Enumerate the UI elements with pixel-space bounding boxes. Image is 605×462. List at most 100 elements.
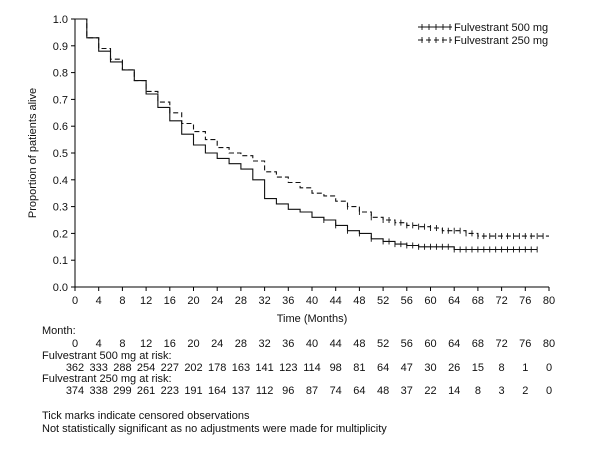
x-tick-label: 56	[401, 295, 413, 307]
x-tick-label: 80	[543, 295, 555, 307]
risk-value: 163	[232, 362, 250, 374]
risk-value: 87	[306, 385, 318, 397]
risk-month-value: 60	[424, 338, 436, 350]
risk-value: 0	[546, 385, 552, 397]
risk-month-value: 0	[72, 338, 78, 350]
risk-value: 48	[377, 385, 389, 397]
x-tick-label: 48	[353, 295, 365, 307]
x-tick-label: 32	[258, 295, 270, 307]
risk-row-label: Fulvestrant 500 mg at risk:	[42, 350, 172, 362]
axes: 0.00.10.20.30.40.50.60.70.80.91.00 4 8 12 16…	[27, 14, 555, 325]
footnotes: Tick marks indicate censored observation…	[42, 410, 387, 435]
risk-month-value: 56	[401, 338, 413, 350]
risk-month-value: 52	[377, 338, 389, 350]
x-tick-label: 28	[235, 295, 247, 307]
risk-value: 8	[475, 385, 481, 397]
risk-month-value: 36	[282, 338, 294, 350]
risk-month-value: 80	[543, 338, 555, 350]
risk-value: 338	[90, 385, 108, 397]
y-tick-label: 0.5	[53, 148, 68, 160]
y-tick-label: 0.2	[53, 228, 68, 240]
risk-month-label: Month:	[42, 325, 76, 337]
risk-value: 333	[90, 362, 108, 374]
y-tick-label: 0.8	[53, 68, 68, 80]
risk-value: 64	[353, 385, 365, 397]
x-tick-label: 4	[96, 295, 102, 307]
risk-value: 362	[66, 362, 84, 374]
risk-month-value: 12	[140, 338, 152, 350]
footnote: Tick marks indicate censored observation…	[42, 410, 250, 422]
x-tick-label: 52	[377, 295, 389, 307]
risk-month-value: 44	[330, 338, 342, 350]
x-tick-label: 76	[519, 295, 531, 307]
x-tick-label: 64	[448, 295, 460, 307]
risk-month-value: 48	[353, 338, 365, 350]
risk-month-value: 40	[306, 338, 318, 350]
risk-value: 288	[113, 362, 131, 374]
risk-month-value: 32	[258, 338, 270, 350]
risk-value: 374	[66, 385, 84, 397]
y-tick-label: 1.0	[53, 14, 68, 26]
risk-value: 299	[113, 385, 131, 397]
x-axis-title: Time (Months)	[277, 313, 348, 325]
risk-month-value: 28	[235, 338, 247, 350]
risk-table: Month:0 4 8 12 16 20 24 28 32 36 40 44 48 52 56 60 64 68 7…	[42, 325, 555, 397]
legend-label: Fulvestrant 250 mg	[454, 35, 548, 47]
risk-value: 227	[161, 362, 179, 374]
risk-value: 223	[161, 385, 179, 397]
x-tick-label: 12	[140, 295, 152, 307]
x-tick-label: 16	[164, 295, 176, 307]
risk-value: 202	[184, 362, 202, 374]
risk-value: 3	[499, 385, 505, 397]
risk-month-value: 76	[519, 338, 531, 350]
risk-value: 96	[282, 385, 294, 397]
risk-value: 47	[401, 362, 413, 374]
risk-month-value: 16	[164, 338, 176, 350]
risk-value: 137	[232, 385, 250, 397]
risk-month-value: 72	[495, 338, 507, 350]
x-tick-label: 0	[72, 295, 78, 307]
x-tick-label: 60	[424, 295, 436, 307]
x-tick-label: 40	[306, 295, 318, 307]
risk-month-value: 4	[96, 338, 102, 350]
risk-value: 261	[137, 385, 155, 397]
risk-value: 37	[401, 385, 413, 397]
y-tick-label: 0.3	[53, 202, 68, 214]
risk-value: 164	[208, 385, 226, 397]
footnote: Not statistically significant as no adju…	[42, 423, 387, 435]
risk-value: 123	[279, 362, 297, 374]
y-tick-label: 0.4	[53, 175, 68, 187]
risk-value: 141	[255, 362, 273, 374]
risk-value: 0	[546, 362, 552, 374]
risk-month-value: 64	[448, 338, 460, 350]
km-curve-500mg	[75, 18, 538, 251]
risk-value: 8	[499, 362, 505, 374]
legend-label: Fulvestrant 500 mg	[454, 22, 548, 34]
risk-value: 98	[330, 362, 342, 374]
y-tick-label: 0.9	[53, 41, 68, 53]
risk-month-value: 8	[119, 338, 125, 350]
x-tick-label: 20	[187, 295, 199, 307]
y-tick-label: 0.1	[53, 255, 68, 267]
plot-area	[75, 18, 549, 253]
x-tick-label: 72	[495, 295, 507, 307]
x-tick-label: 68	[472, 295, 484, 307]
risk-value: 191	[184, 385, 202, 397]
x-tick-label: 24	[211, 295, 223, 307]
x-tick-label: 8	[119, 295, 125, 307]
risk-value: 22	[424, 385, 436, 397]
y-tick-label: 0.7	[53, 94, 68, 106]
risk-value: 2	[522, 385, 528, 397]
risk-value: 178	[208, 362, 226, 374]
risk-value: 15	[472, 362, 484, 374]
risk-value: 30	[424, 362, 436, 374]
risk-month-value: 20	[187, 338, 199, 350]
km-curve-250mg	[75, 18, 549, 237]
y-tick-label: 0.0	[53, 282, 68, 294]
y-tick-label: 0.6	[53, 121, 68, 133]
risk-value: 114	[303, 362, 321, 374]
risk-value: 1	[522, 362, 528, 374]
risk-value: 112	[256, 385, 274, 397]
